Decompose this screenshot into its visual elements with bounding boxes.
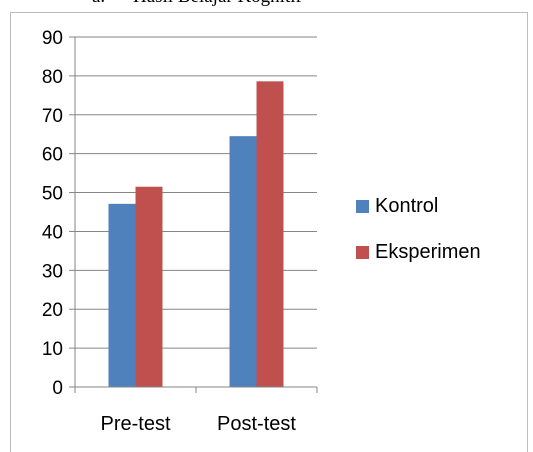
y-tick-label: 40 <box>42 222 63 243</box>
bar-kontrol-post-test <box>229 136 257 387</box>
legend-swatch-eksperimen <box>356 245 369 259</box>
legend-label-kontrol: Kontrol <box>375 194 439 217</box>
y-tick-label: 70 <box>42 106 63 127</box>
legend-item-kontrol: Kontrol <box>356 192 481 220</box>
chart-frame <box>10 12 528 452</box>
bar-kontrol-pre-test <box>108 203 136 387</box>
heading-number: a. <box>92 0 105 8</box>
y-tick-label: 80 <box>42 67 63 88</box>
legend-swatch-kontrol <box>356 199 369 213</box>
heading-text: Hasil Belajar Kognitif <box>133 0 302 8</box>
bar-eksperimen-pre-test <box>135 186 163 387</box>
y-tick-labels: 0 10 20 30 40 50 60 70 80 90 <box>42 28 63 399</box>
bars <box>108 81 284 387</box>
chart-legend: Kontrol Eksperimen <box>356 192 481 284</box>
y-tick-label: 60 <box>42 145 63 166</box>
y-tick-label: 30 <box>42 261 63 282</box>
y-tick-label: 10 <box>42 339 63 360</box>
x-tick-labels: Pre-test Post-test <box>100 413 296 435</box>
bar-eksperimen-post-test <box>256 81 284 387</box>
y-tick-label: 0 <box>52 378 63 399</box>
figure-heading: a. Hasil Belajar Kognitif <box>0 0 533 12</box>
x-tick-label: Post-test <box>217 413 296 435</box>
x-tick-label: Pre-test <box>100 413 170 435</box>
y-tick-label: 90 <box>42 28 63 49</box>
y-tick-label: 50 <box>42 184 63 205</box>
legend-label-eksperimen: Eksperimen <box>375 240 481 263</box>
legend-item-eksperimen: Eksperimen <box>356 238 481 266</box>
axes <box>69 36 318 393</box>
y-tick-label: 20 <box>42 300 63 321</box>
